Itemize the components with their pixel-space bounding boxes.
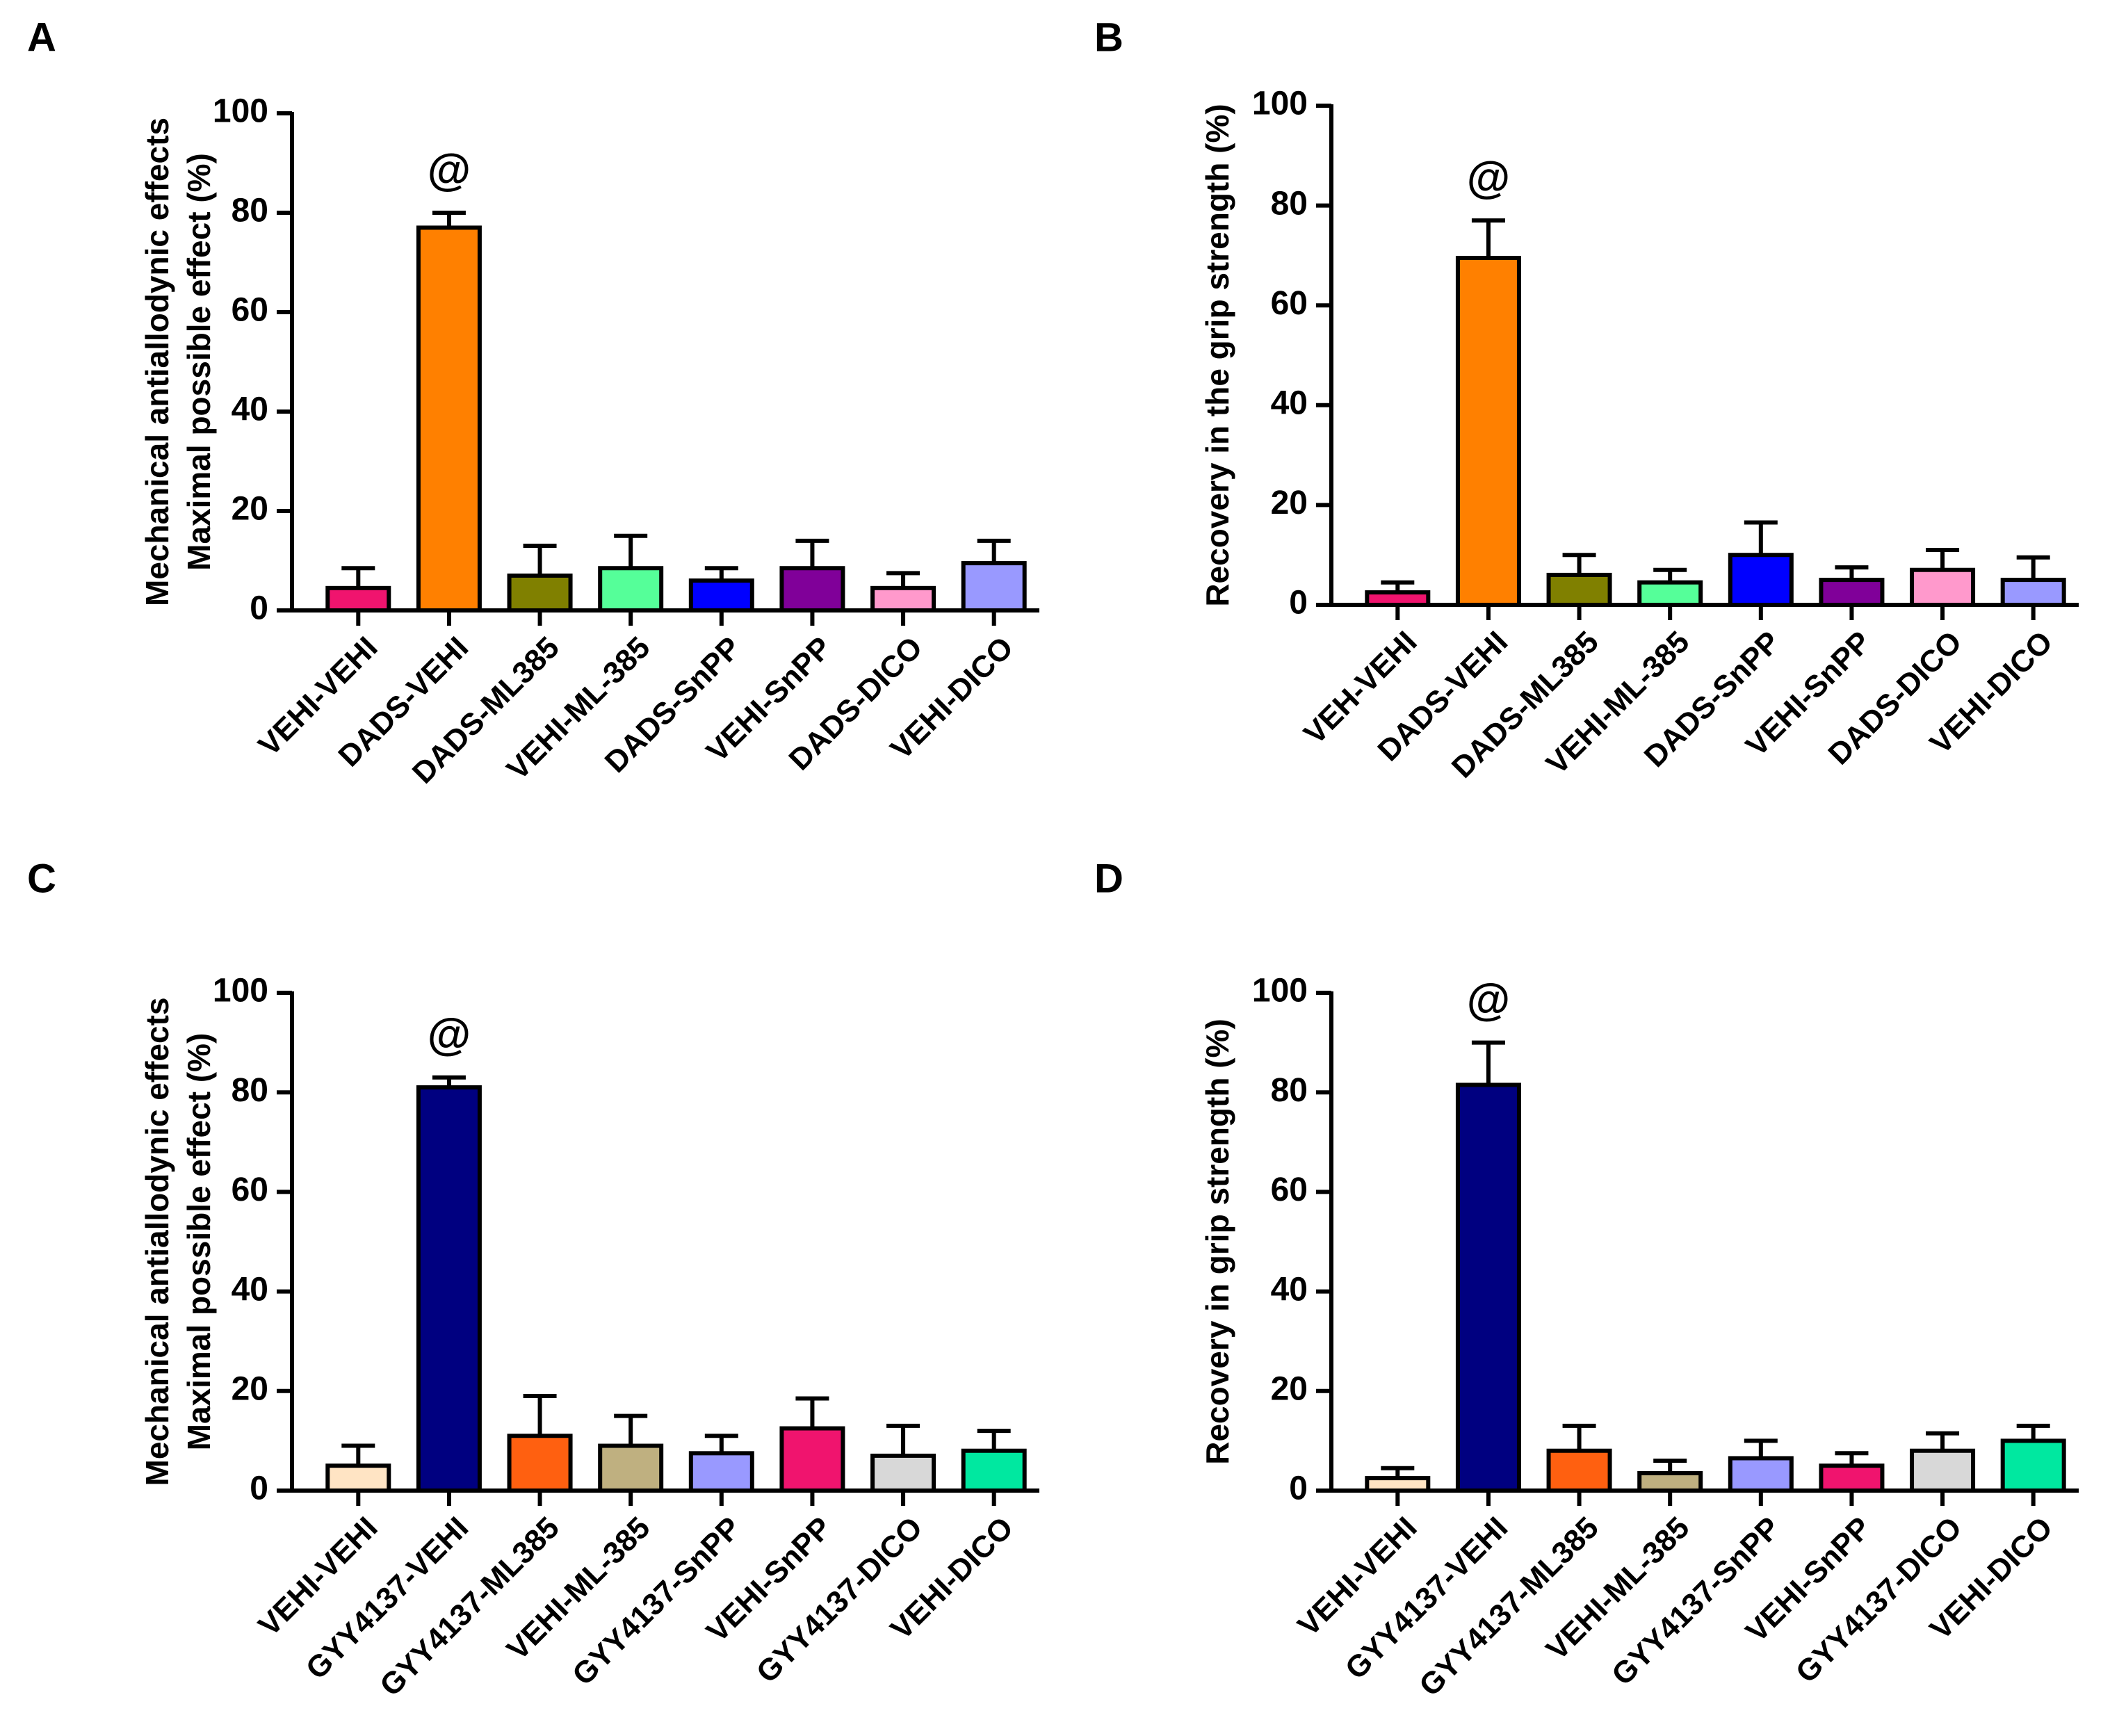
y-tick-label-a-100: 100 [213, 93, 268, 130]
y-axis-label-a-0: Mechanical antiallodynic effects [139, 117, 175, 606]
x-tick-label-d-1: GYY4137-VEHI [1339, 1511, 1515, 1687]
bar-c-3 [598, 1443, 664, 1493]
bar-d-6 [1910, 1448, 1976, 1493]
x-tick-label-c-6: GYY4137-DICO [750, 1511, 930, 1690]
bar-d-2 [1546, 1448, 1612, 1493]
y-tick-label-d-0: 0 [1289, 1470, 1308, 1507]
panel-label-d: D [1094, 856, 1123, 901]
bar-c-5 [779, 1426, 845, 1493]
y-tick-label-a-60: 60 [232, 292, 268, 329]
significance-marker-d: @ [1467, 975, 1510, 1025]
bar-a-2 [507, 573, 573, 613]
y-axis-label-d-0: Recovery in grip strength (%) [1199, 1019, 1235, 1465]
bar-d-1 [1455, 1082, 1521, 1493]
y-tick-label-d-60: 60 [1271, 1171, 1308, 1208]
bar-c-1 [416, 1085, 482, 1493]
bar-d-5 [1819, 1463, 1885, 1493]
y-tick-label-b-80: 80 [1271, 185, 1308, 222]
bar-a-7 [961, 561, 1027, 613]
y-tick-label-d-40: 40 [1271, 1271, 1308, 1308]
bar-a-1 [416, 225, 482, 613]
y-tick-label-d-80: 80 [1271, 1072, 1308, 1109]
bar-b-0 [1365, 590, 1431, 607]
y-tick-label-b-40: 40 [1271, 384, 1308, 421]
y-tick-label-c-20: 20 [232, 1370, 268, 1407]
bar-b-1 [1455, 255, 1521, 607]
y-tick-label-d-20: 20 [1271, 1370, 1308, 1407]
y-tick-label-a-20: 20 [232, 491, 268, 528]
y-axis-label-a-1: Maximal possible effect (%) [181, 153, 217, 571]
bar-d-7 [2000, 1438, 2066, 1493]
bar-a-4 [688, 578, 754, 613]
panel-a: A Mechanical antiallodynic effects Maximal… [27, 15, 1039, 790]
y-axis-label-b-0: Recovery in the grip strength (%) [1199, 104, 1235, 606]
y-tick-label-b-20: 20 [1271, 485, 1308, 521]
y-tick-label-c-100: 100 [213, 973, 268, 1009]
bar-a-0 [325, 585, 391, 613]
bar-b-3 [1637, 580, 1703, 608]
y-tick-label-d-100: 100 [1252, 973, 1308, 1009]
bar-a-3 [598, 566, 664, 613]
bar-c-0 [325, 1463, 391, 1493]
bar-b-6 [1910, 567, 1976, 607]
bar-a-6 [870, 585, 936, 613]
y-axis-label-c-0: Mechanical antiallodynic effects [139, 997, 175, 1486]
panel-b: B Recovery in the grip strength (%) 0 20 40 6… [1094, 15, 2079, 785]
y-tick-label-c-40: 40 [232, 1271, 268, 1308]
y-tick-label-a-40: 40 [232, 391, 268, 428]
bar-d-3 [1637, 1470, 1703, 1493]
bar-d-4 [1728, 1456, 1794, 1493]
x-tick-label-d-4: GYY4137-SnPP [1605, 1511, 1787, 1692]
y-tick-label-c-0: 0 [250, 1470, 268, 1507]
panel-label-a: A [27, 15, 56, 60]
y-tick-label-a-0: 0 [250, 590, 268, 627]
panel-c: C Mechanical antiallodynic effects Maximal… [27, 856, 1039, 1703]
significance-marker-a: @ [428, 145, 471, 195]
bar-c-6 [870, 1453, 936, 1493]
y-tick-label-b-100: 100 [1252, 86, 1308, 122]
x-tick-label-c-1: GYY4137-VEHI [300, 1511, 476, 1687]
y-axis-label-c-1: Maximal possible effect (%) [181, 1033, 217, 1451]
bar-b-2 [1546, 572, 1612, 607]
x-tick-label-d-6: GYY4137-DICO [1790, 1511, 1969, 1690]
y-tick-label-c-60: 60 [232, 1171, 268, 1208]
y-tick-label-b-60: 60 [1271, 285, 1308, 322]
panel-label-c: C [27, 856, 56, 901]
significance-marker-c: @ [428, 1009, 471, 1060]
bar-a-5 [779, 566, 845, 613]
panel-d: D Recovery in grip strength (%) 0 20 40 60 80 1… [1094, 856, 2079, 1703]
bar-b-5 [1819, 578, 1885, 607]
bar-c-2 [507, 1434, 573, 1493]
x-tick-label-c-4: GYY4137-SnPP [566, 1511, 747, 1692]
bar-b-4 [1728, 553, 1794, 608]
y-tick-label-a-80: 80 [232, 193, 268, 229]
significance-marker-b: @ [1467, 152, 1510, 202]
bar-d-0 [1365, 1476, 1431, 1493]
bar-b-7 [2000, 578, 2066, 607]
y-tick-label-b-0: 0 [1289, 585, 1308, 622]
panel-label-b: B [1094, 15, 1123, 60]
bar-c-4 [688, 1451, 754, 1493]
y-tick-label-c-80: 80 [232, 1072, 268, 1109]
bar-c-7 [961, 1448, 1027, 1493]
